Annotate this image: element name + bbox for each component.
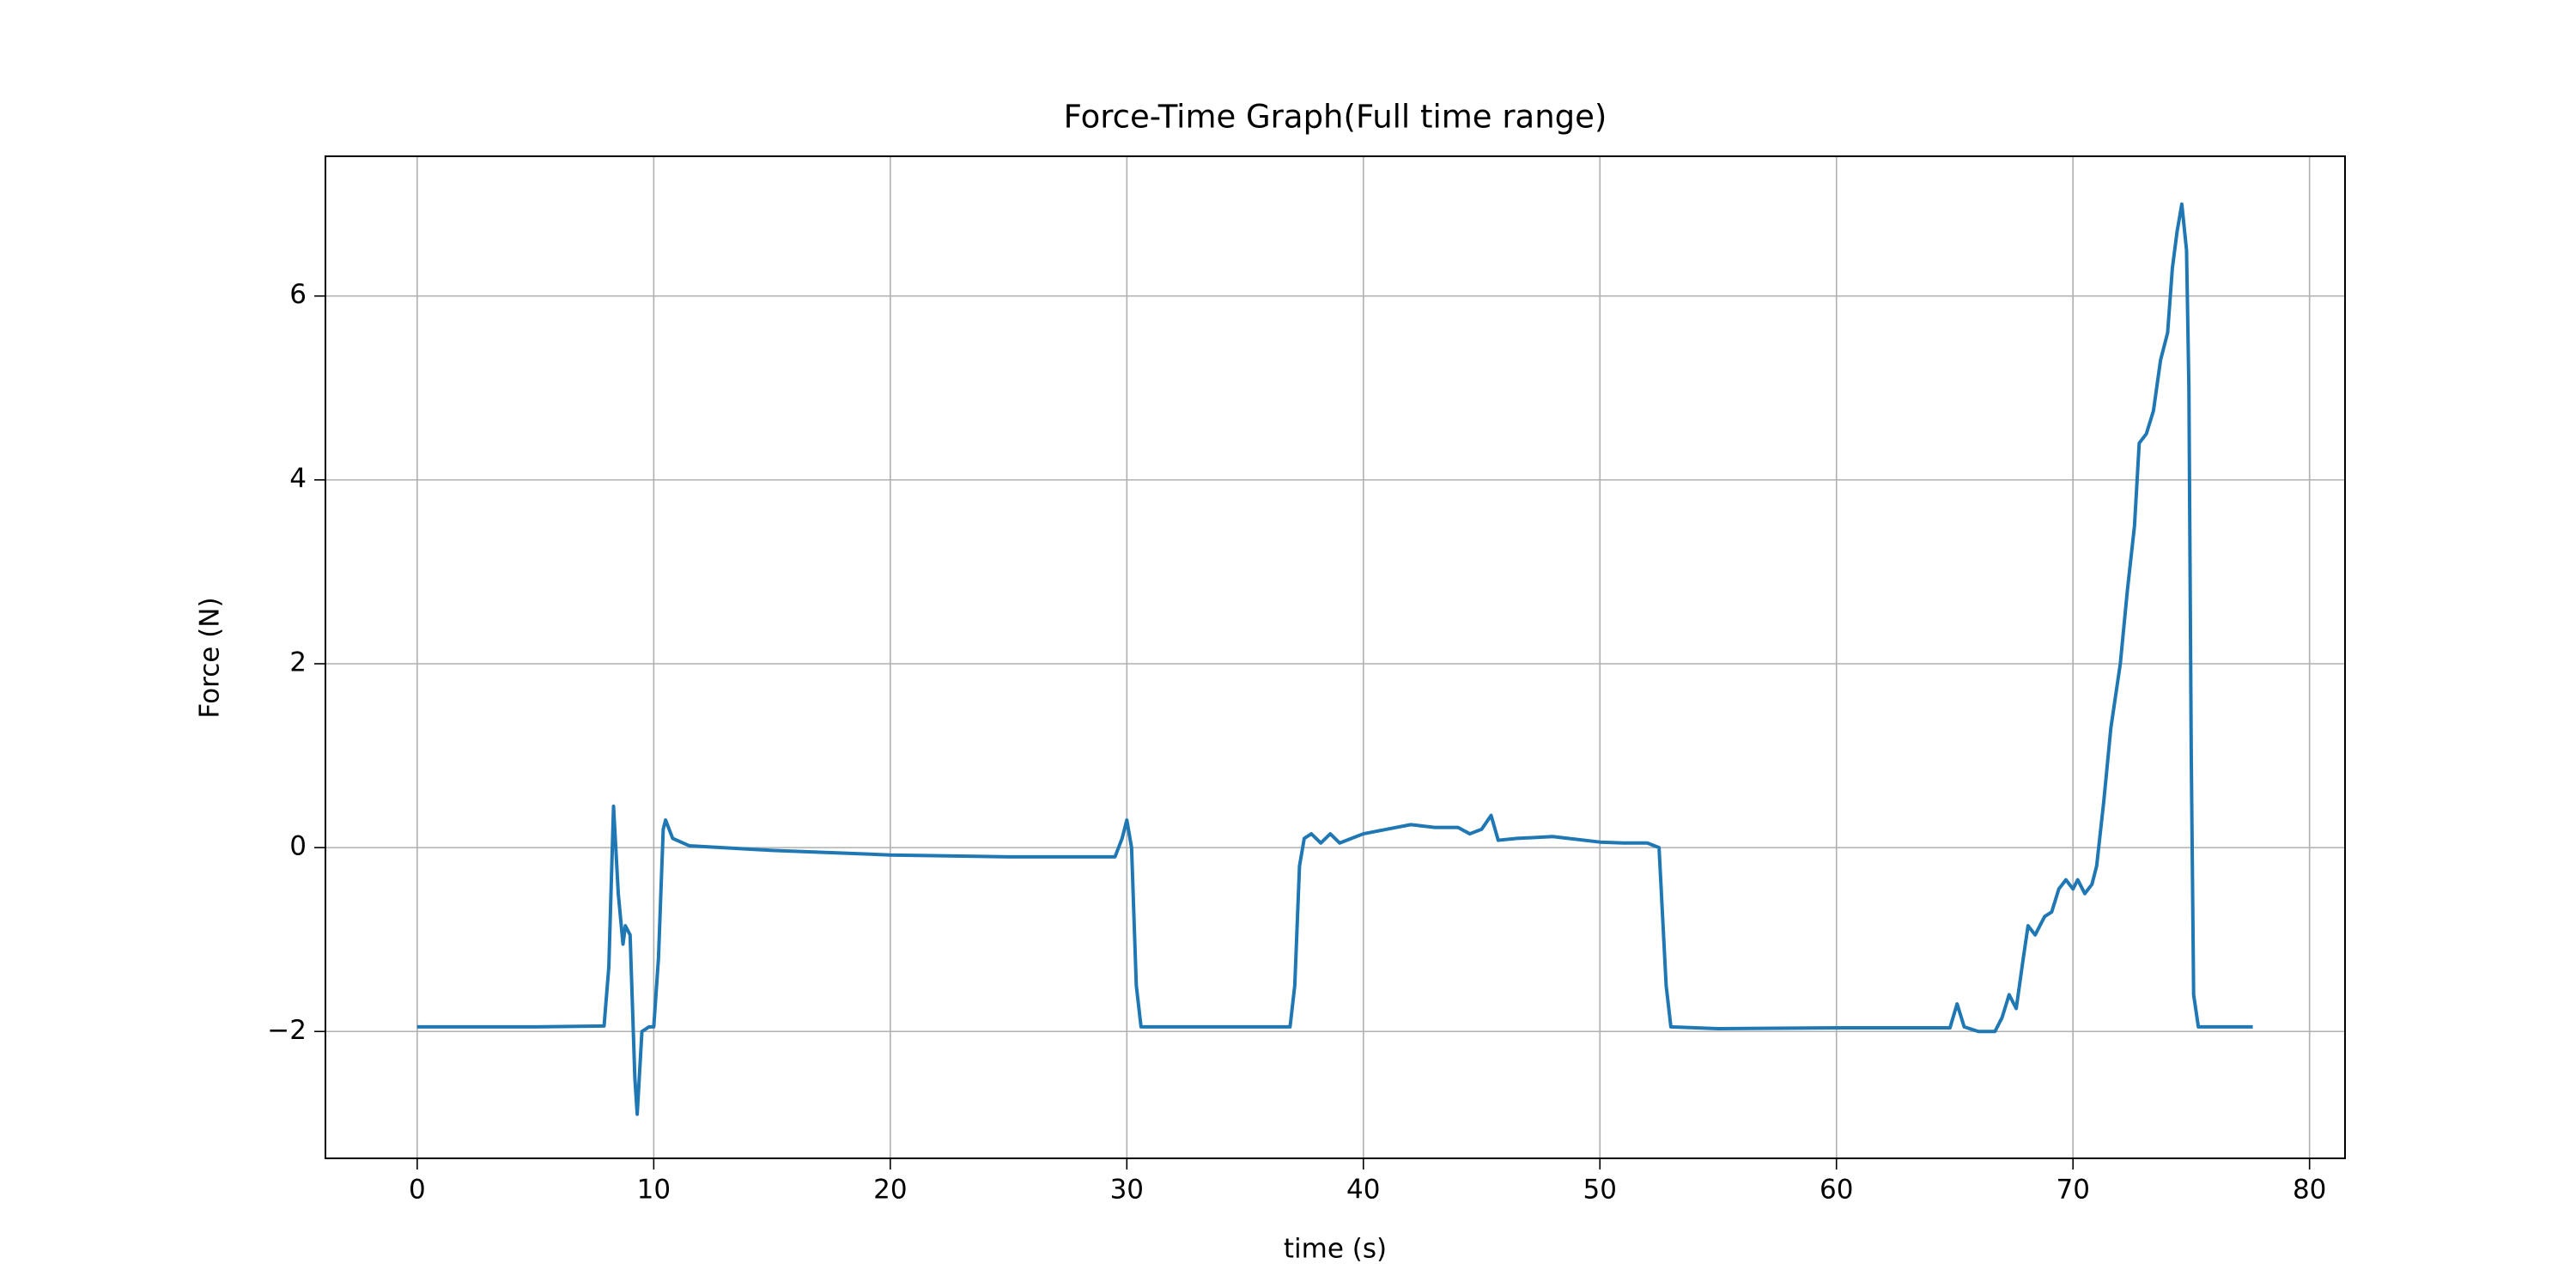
x-tick-label: 0	[409, 1175, 426, 1206]
y-tick-label: 2	[289, 647, 307, 677]
y-tick-label: −2	[267, 1015, 307, 1046]
y-tick-label: 0	[289, 831, 307, 862]
x-tick-label: 10	[637, 1175, 671, 1206]
x-tick-label: 30	[1110, 1175, 1144, 1206]
x-tick-label: 60	[1820, 1175, 1853, 1206]
chart-title: Force-Time Graph(Full time range)	[1064, 99, 1607, 136]
y-tick-label: 4	[289, 463, 307, 494]
data-line	[416, 202, 2253, 1116]
x-tick-label: 80	[2293, 1175, 2326, 1206]
plot-frame	[325, 155, 2346, 1159]
y-tick-label: 6	[289, 279, 307, 310]
x-tick-label: 50	[1583, 1175, 1617, 1206]
x-axis-label: time (s)	[1284, 1234, 1387, 1265]
x-tick-label: 40	[1346, 1175, 1380, 1206]
y-axis-label: Force (N)	[195, 597, 226, 718]
x-tick-label: 20	[873, 1175, 907, 1206]
x-tick-label: 70	[2056, 1175, 2089, 1206]
